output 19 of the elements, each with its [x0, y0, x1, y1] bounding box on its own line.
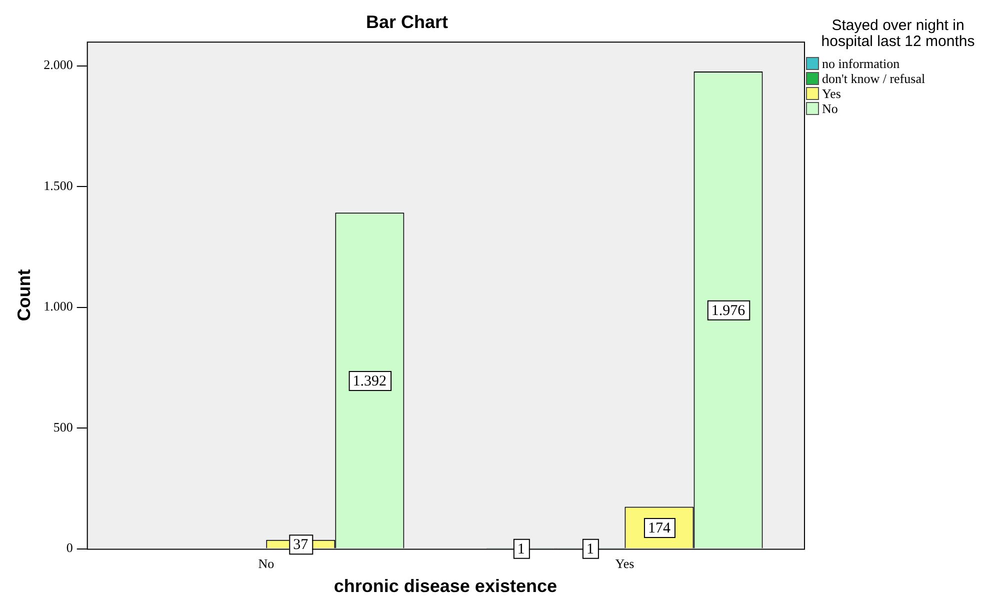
- chart-title: Bar Chart: [366, 12, 448, 32]
- y-tick-label: 1.000: [44, 298, 73, 314]
- legend-label: don't know / refusal: [822, 70, 926, 86]
- data-label: 37: [293, 537, 309, 554]
- legend-title: Stayed over night in hospital last 12 months: [820, 17, 976, 50]
- y-tick-label: 2.000: [44, 57, 73, 72]
- legend-label: no information: [822, 56, 900, 72]
- y-tick-label: 500: [53, 419, 73, 434]
- data-label: 1.976: [711, 302, 746, 319]
- legend-label: Yes: [822, 86, 841, 102]
- y-tick-label: 1.500: [44, 178, 73, 193]
- y-axis-title: Count: [14, 269, 34, 322]
- data-label: 174: [648, 520, 671, 536]
- y-tick-label: 0: [66, 540, 73, 556]
- legend-label: No: [822, 100, 838, 116]
- data-label: 1.392: [352, 373, 387, 390]
- x-axis-title: chronic disease existence: [334, 576, 557, 596]
- data-label: 1: [517, 541, 525, 558]
- data-label: 1: [586, 541, 594, 558]
